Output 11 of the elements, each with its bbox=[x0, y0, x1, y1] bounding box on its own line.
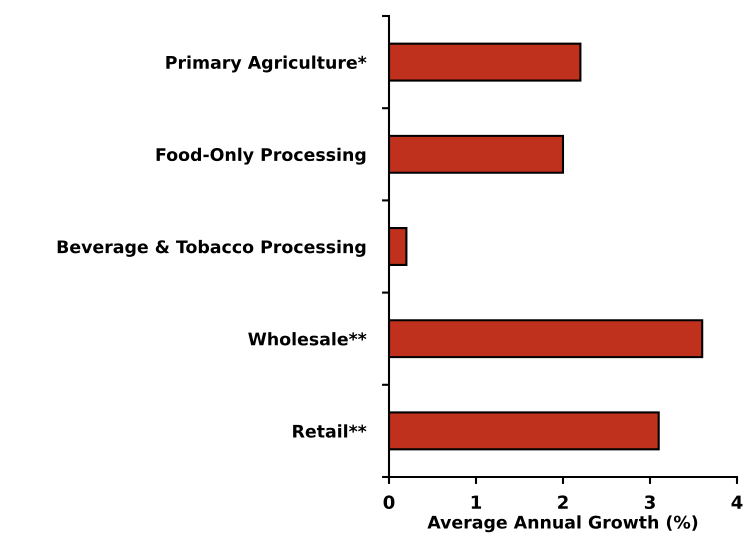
x-axis-title: Average Annual Growth (%) bbox=[427, 515, 698, 532]
x-tick-label: 4 bbox=[732, 496, 742, 509]
y-tick-label: Primary Agriculture* bbox=[166, 56, 366, 72]
y-tick-label: Retail** bbox=[293, 424, 366, 438]
x-tick-label: 0 bbox=[384, 495, 394, 510]
y-tick-label: Food-Only Processing bbox=[156, 148, 366, 165]
x-tick-label: 1 bbox=[472, 496, 482, 509]
x-tick-label: 2 bbox=[558, 495, 568, 509]
y-tick-label: Beverage & Tobacco Processing bbox=[58, 240, 366, 257]
y-tick-label: Wholesale** bbox=[248, 332, 366, 346]
x-tick-label: 3 bbox=[644, 495, 655, 510]
